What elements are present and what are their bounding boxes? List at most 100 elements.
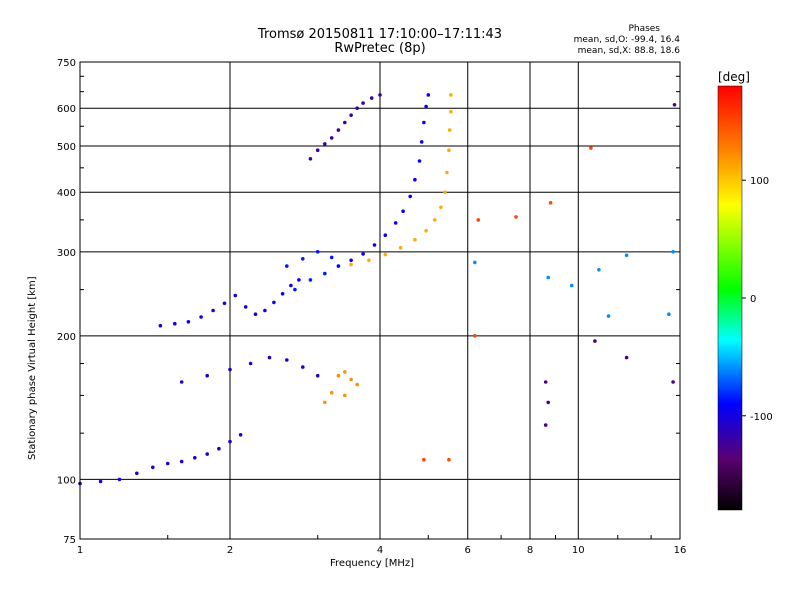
data-point [369,96,374,100]
x-tick-label: 8 [527,545,533,556]
data-point [624,253,629,258]
data-point [329,255,334,260]
chart-title: Tromsø 20150811 17:10:00–17:11:43 [257,27,503,42]
data-point [349,258,353,263]
data-point [179,380,184,384]
data-point [449,109,453,114]
data-point [426,93,431,97]
data-point [408,194,413,199]
data-point [401,209,405,213]
data-point [179,459,184,464]
plot-frame [79,61,681,540]
data-point [671,380,675,384]
data-point [315,250,320,254]
data-point [285,358,289,362]
data-point [165,461,170,466]
data-point [514,215,518,219]
data-point [355,382,360,387]
data-point [233,293,238,298]
data-point [263,308,267,313]
data-point [135,471,139,476]
data-point [329,136,334,140]
data-point [443,190,447,194]
data-point [329,390,334,395]
data-point [222,301,227,306]
data-point [315,373,320,378]
data-point [323,142,327,146]
data-point [343,120,347,125]
data-point [323,271,327,276]
grid-lines [80,62,680,539]
data-point [228,367,232,372]
colorbar [717,85,743,511]
colorbar-ticks: 100 0 -100 [742,176,773,423]
data-point [445,170,449,175]
data-point [432,218,437,222]
data-point [186,320,191,324]
data-point [417,159,422,163]
y-tick-label: 500 [57,142,76,153]
data-point [473,334,477,338]
data-point [422,457,426,462]
data-point [336,128,341,132]
data-point [289,283,293,288]
data-point [297,278,301,282]
data-point [349,113,353,117]
data-point [323,400,327,405]
y-tick-label: 400 [57,188,76,199]
data-point [193,456,197,460]
data-point [383,252,388,257]
data-point [543,423,548,427]
x-axis-label: Frequency [MHz] [330,558,415,569]
data-point [624,355,629,360]
data-point [217,446,221,451]
x-tick-label: 10 [572,545,585,556]
data-point [671,250,675,254]
data-point [199,315,203,319]
data-point [413,177,417,182]
data-point [361,252,365,256]
phase-stats-heading: Phases [628,24,660,34]
data-point [336,264,341,268]
y-tick-label: 300 [57,248,76,259]
data-point [413,237,417,242]
data-point [422,120,426,125]
y-tick-label: 100 [57,475,76,486]
data-point [672,103,677,107]
data-point [361,101,365,105]
data-point [367,258,371,263]
data-point [569,283,574,288]
data-point [476,218,481,222]
data-point [267,355,272,360]
y-tick-label: 750 [57,58,76,69]
data-point [151,465,155,470]
data-point [117,477,122,482]
data-point [301,257,305,261]
x-tick-label: 4 [377,545,383,556]
data-point [667,312,671,317]
colorbar-tick-label: -100 [750,412,773,423]
data-point [173,321,177,326]
data-point [593,339,597,343]
data-point [398,245,403,250]
data-point [315,148,320,152]
data-point [211,308,215,313]
y-tick-label: 600 [57,104,76,115]
phase-stats-o: mean, sd,O: -99.4, 16.4 [573,35,680,45]
data-point [280,292,285,296]
colorbar-label: [deg] [718,70,750,84]
data-point [349,262,353,267]
data-point [372,243,377,247]
data-point [439,205,443,210]
x-tick-label: 16 [674,545,687,556]
data-point [424,104,428,109]
y-axis-label: Stationary phase Virtual Height [km] [27,276,38,460]
y-tick-label: 75 [63,535,76,546]
x-tick-label: 6 [465,545,471,556]
data-point [293,287,297,292]
y-axis-ticks: 75 100 200 300 400 500 600 750 [57,58,680,546]
data-point [343,370,347,374]
x-tick-label: 2 [227,545,233,556]
chart-subtitle: RwPretec (8p) [334,41,426,56]
